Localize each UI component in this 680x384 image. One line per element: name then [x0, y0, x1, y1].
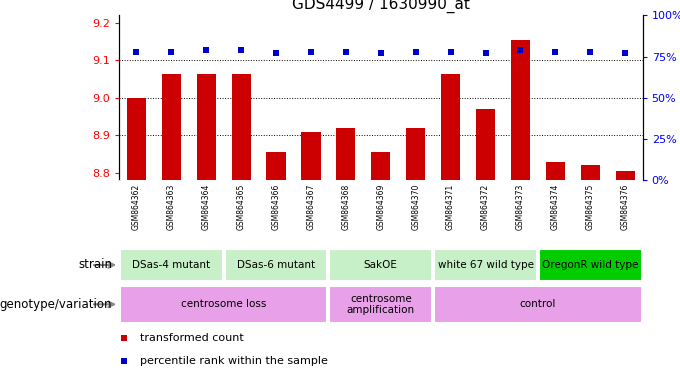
- Bar: [371, 152, 390, 180]
- Bar: [330, 286, 432, 323]
- Bar: [435, 286, 641, 323]
- Bar: [406, 128, 425, 180]
- Bar: [476, 109, 495, 180]
- Point: [585, 49, 596, 55]
- Text: GSM864374: GSM864374: [551, 184, 560, 230]
- Text: transformed count: transformed count: [140, 333, 243, 343]
- Bar: [197, 73, 216, 180]
- Text: GSM864371: GSM864371: [446, 184, 455, 230]
- Title: GDS4499 / 1630990_at: GDS4499 / 1630990_at: [292, 0, 470, 13]
- Point: [480, 50, 491, 56]
- Bar: [330, 249, 432, 281]
- Point: [515, 47, 526, 53]
- Text: GSM864364: GSM864364: [202, 184, 211, 230]
- Text: strain: strain: [78, 258, 112, 271]
- Text: GSM864362: GSM864362: [132, 184, 141, 230]
- Point: [271, 50, 282, 56]
- Point: [236, 47, 247, 53]
- Bar: [539, 249, 641, 281]
- Text: percentile rank within the sample: percentile rank within the sample: [140, 356, 328, 366]
- Text: GSM864365: GSM864365: [237, 184, 245, 230]
- Text: GSM864370: GSM864370: [411, 184, 420, 230]
- Text: centrosome
amplification: centrosome amplification: [347, 293, 415, 315]
- Text: DSas-4 mutant: DSas-4 mutant: [133, 260, 210, 270]
- Bar: [120, 286, 327, 323]
- Text: genotype/variation: genotype/variation: [0, 298, 112, 311]
- Text: DSas-6 mutant: DSas-6 mutant: [237, 260, 315, 270]
- Point: [166, 49, 177, 55]
- Bar: [581, 166, 600, 180]
- Bar: [127, 98, 146, 180]
- Point: [341, 49, 352, 55]
- Point: [201, 47, 211, 53]
- Bar: [162, 73, 181, 180]
- Text: GSM864375: GSM864375: [585, 184, 595, 230]
- Text: SakOE: SakOE: [364, 260, 398, 270]
- Text: GSM864363: GSM864363: [167, 184, 176, 230]
- Point: [550, 49, 561, 55]
- Bar: [232, 73, 251, 180]
- Bar: [615, 171, 634, 180]
- Text: GSM864376: GSM864376: [621, 184, 630, 230]
- Point: [375, 50, 386, 56]
- Text: GSM864366: GSM864366: [271, 184, 281, 230]
- Bar: [435, 249, 537, 281]
- Text: OregonR wild type: OregonR wild type: [542, 260, 639, 270]
- Bar: [546, 162, 565, 180]
- Text: control: control: [520, 299, 556, 310]
- Point: [410, 49, 421, 55]
- Bar: [267, 152, 286, 180]
- Text: centrosome loss: centrosome loss: [181, 299, 267, 310]
- Point: [619, 50, 630, 56]
- Bar: [225, 249, 327, 281]
- Text: GSM864369: GSM864369: [376, 184, 386, 230]
- Bar: [120, 249, 222, 281]
- Point: [305, 49, 316, 55]
- Bar: [301, 132, 320, 180]
- Text: white 67 wild type: white 67 wild type: [437, 260, 534, 270]
- Bar: [511, 40, 530, 180]
- Text: GSM864367: GSM864367: [307, 184, 316, 230]
- Text: GSM864372: GSM864372: [481, 184, 490, 230]
- Bar: [441, 73, 460, 180]
- Point: [131, 49, 142, 55]
- Bar: [337, 128, 356, 180]
- Text: GSM864368: GSM864368: [341, 184, 350, 230]
- Text: GSM864373: GSM864373: [516, 184, 525, 230]
- Point: [445, 49, 456, 55]
